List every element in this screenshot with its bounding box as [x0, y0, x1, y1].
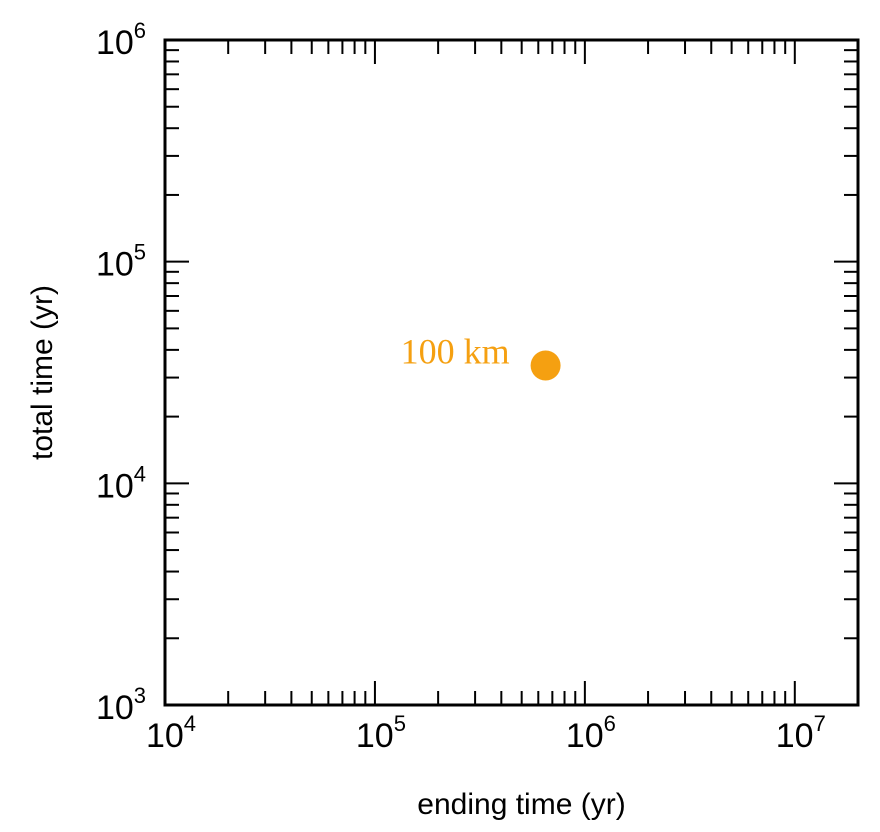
y-tick-label: 104 [96, 461, 146, 505]
x-tick-label: 106 [566, 711, 616, 755]
y-tick-label: 105 [96, 240, 146, 284]
minor-ticks [165, 40, 859, 705]
data-points: 100 km [401, 332, 561, 381]
y-axis-label: total time (yr) [26, 285, 59, 460]
major-ticks [164, 39, 858, 706]
x-tick-label: 104 [146, 711, 196, 755]
plot-frame [163, 38, 860, 707]
y-tick-label: 106 [96, 18, 146, 62]
y-tick-label: 103 [96, 683, 146, 727]
x-tick-label: 105 [356, 711, 406, 755]
x-tick-label: 107 [776, 711, 826, 755]
data-point-label: 100 km [401, 332, 510, 372]
data-point [530, 350, 561, 381]
x-axis-label: ending time (yr) [417, 788, 625, 821]
